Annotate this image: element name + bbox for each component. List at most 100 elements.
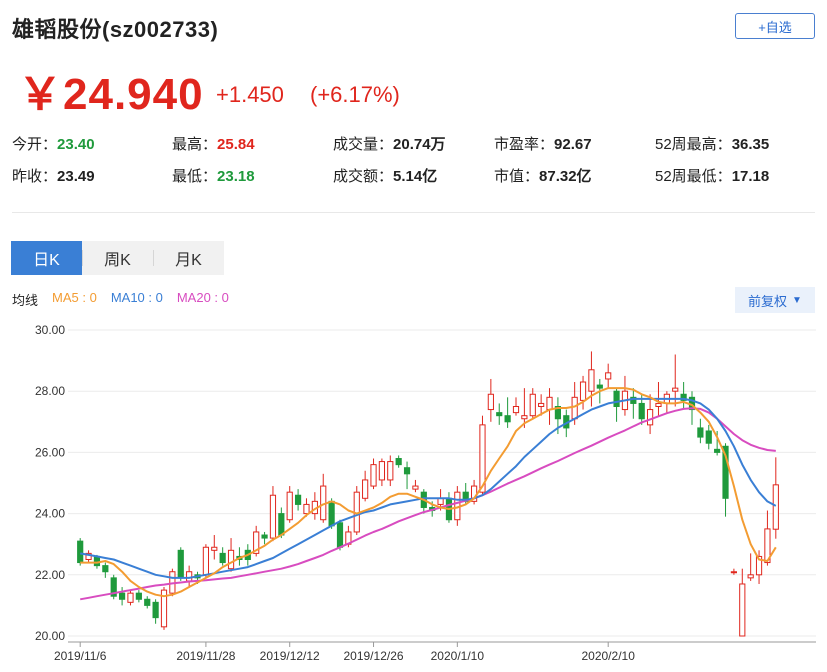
candle-down xyxy=(403,467,411,475)
legend-ma20: MA20 : 0 xyxy=(176,290,229,305)
ma5-line xyxy=(80,387,777,598)
y-tick-label: 26.00 xyxy=(35,445,65,459)
candle-up xyxy=(521,415,528,420)
candle-up xyxy=(286,491,293,521)
price-change: +1.450 xyxy=(216,82,284,107)
candle-up xyxy=(211,546,218,551)
stat-52w-low: 52周最低：17.18 xyxy=(655,168,770,185)
stat-pe: 市盈率：92.67 xyxy=(494,136,592,153)
candle-down xyxy=(152,601,159,619)
stat-market-cap: 市值：87.32亿 xyxy=(494,168,592,185)
candle-up xyxy=(512,406,520,414)
candle-down xyxy=(705,430,712,444)
tab-monthly-k[interactable]: 月K xyxy=(153,241,224,275)
candle-down xyxy=(102,565,109,573)
candle-up xyxy=(605,372,612,380)
add-watchlist-button[interactable]: +自选 xyxy=(735,13,815,39)
candle-down xyxy=(219,552,226,564)
candle-up xyxy=(370,464,377,487)
stat-52w-high: 52周最高：36.35 xyxy=(655,136,770,153)
candle-up xyxy=(571,396,578,420)
candle-up xyxy=(646,409,654,426)
candle-up xyxy=(739,583,746,637)
candle-group xyxy=(77,351,779,637)
candle-down xyxy=(680,393,687,401)
y-tick-label: 24.00 xyxy=(35,507,65,521)
candle-up xyxy=(730,571,738,574)
stat-turnover: 成交额：5.14亿 xyxy=(333,168,438,185)
candle-up xyxy=(269,494,277,539)
divider xyxy=(12,212,815,213)
price-adjust-label: 前复权 xyxy=(748,293,788,309)
y-tick-label: 22.00 xyxy=(35,568,65,582)
ma20-line xyxy=(80,407,776,601)
y-tick-label: 28.00 xyxy=(35,384,65,398)
candle-down xyxy=(135,592,142,600)
price-adjust-dropdown[interactable]: 前复权 ▼ xyxy=(735,287,815,313)
candle-down xyxy=(613,390,620,408)
candle-down xyxy=(93,555,101,567)
candle-up xyxy=(747,574,754,579)
x-tick-label: 2020/2/10 xyxy=(581,649,635,663)
candle-down xyxy=(554,406,562,420)
legend-ma5: MA5 : 0 xyxy=(52,290,97,305)
candle-down xyxy=(596,384,603,389)
candle-up xyxy=(362,479,369,499)
candle-down xyxy=(118,592,126,600)
candle-up xyxy=(303,503,310,515)
candle-down xyxy=(328,500,335,527)
candle-down xyxy=(144,598,151,606)
ma-legend: 均线 MA5 : 0 MA10 : 0 MA20 : 0 xyxy=(12,290,229,309)
candle-down xyxy=(177,549,184,579)
candle-up xyxy=(588,369,595,392)
y-tick-label: 20.00 xyxy=(35,629,65,643)
stat-open: 今开：23.40 xyxy=(12,136,95,153)
x-tick-label: 2019/12/26 xyxy=(343,649,403,663)
candle-down xyxy=(110,577,117,597)
candle-down xyxy=(722,445,729,499)
x-tick-label: 2019/12/12 xyxy=(260,649,320,663)
candle-up xyxy=(127,592,134,603)
ma10-line xyxy=(80,397,777,579)
stat-volume: 成交量：20.74万 xyxy=(333,136,446,153)
candle-up xyxy=(772,484,779,530)
candle-down xyxy=(630,396,637,404)
candle-down xyxy=(496,412,503,417)
candle-up xyxy=(546,396,553,411)
candle-up xyxy=(387,461,394,481)
tab-daily-k[interactable]: 日K xyxy=(11,241,82,275)
candle-up xyxy=(202,546,210,576)
candle-down xyxy=(714,448,721,453)
candle-up xyxy=(479,424,486,493)
candle-up xyxy=(655,402,662,408)
x-axis: 2019/11/6 2019/11/28 2019/12/12 2019/12/26 2… xyxy=(54,642,635,663)
candle-up xyxy=(378,461,386,481)
candle-down xyxy=(261,534,268,539)
candle-up xyxy=(579,381,587,401)
current-price: ￥24.940 xyxy=(18,70,204,119)
x-tick-label: 2019/11/6 xyxy=(54,649,107,663)
x-tick-label: 2019/11/28 xyxy=(176,649,235,663)
candle-up xyxy=(412,485,419,490)
candle-down xyxy=(395,458,402,466)
candle-down xyxy=(504,415,511,423)
chart-grid xyxy=(68,329,816,643)
stat-high: 最高：25.84 xyxy=(172,136,255,153)
ma-line-group xyxy=(80,387,777,601)
candle-up xyxy=(160,589,168,628)
candle-up xyxy=(227,549,235,570)
legend-ma10: MA10 : 0 xyxy=(110,290,163,305)
candle-up xyxy=(764,528,771,564)
candle-up xyxy=(755,555,763,576)
candle-up xyxy=(253,531,260,554)
stat-low: 最低：23.18 xyxy=(172,168,255,185)
candle-up xyxy=(529,393,536,417)
tab-weekly-k[interactable]: 周K xyxy=(82,241,153,275)
legend-label: 均线 xyxy=(12,293,39,308)
candle-up xyxy=(85,552,92,561)
candle-down xyxy=(336,522,344,548)
candle-up xyxy=(186,571,193,582)
y-tick-label: 30.00 xyxy=(35,323,65,337)
price-change-percent: (+6.17%) xyxy=(310,82,400,107)
